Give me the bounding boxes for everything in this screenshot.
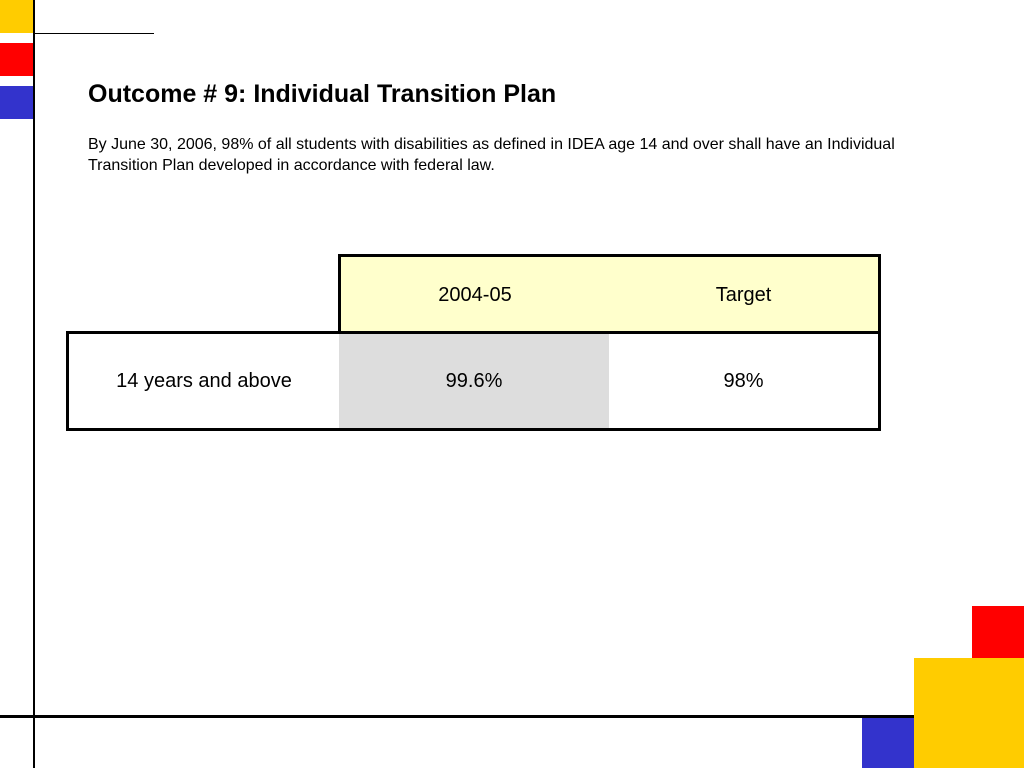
table-header-target: Target [609, 254, 881, 334]
bottom-rule [0, 715, 914, 718]
red-square-top [0, 43, 33, 76]
left-rule [33, 0, 35, 768]
table-cell-2004-05: 99.6% [339, 331, 610, 431]
yellow-square-bottom [914, 658, 1024, 768]
red-square-bottom [972, 606, 1024, 658]
top-rule [33, 33, 154, 34]
blue-square-top [0, 86, 33, 119]
slide-description: By June 30, 2006, 98% of all students wi… [88, 136, 895, 174]
table-row-label: 14 years and above [66, 331, 340, 431]
blue-square-bottom [862, 718, 914, 768]
yellow-square-top [0, 0, 33, 33]
table-cell-target: 98% [609, 331, 881, 431]
slide-title: Outcome # 9: Individual Transition Plan [88, 80, 557, 108]
table-header-2004-05: 2004-05 [338, 254, 610, 334]
